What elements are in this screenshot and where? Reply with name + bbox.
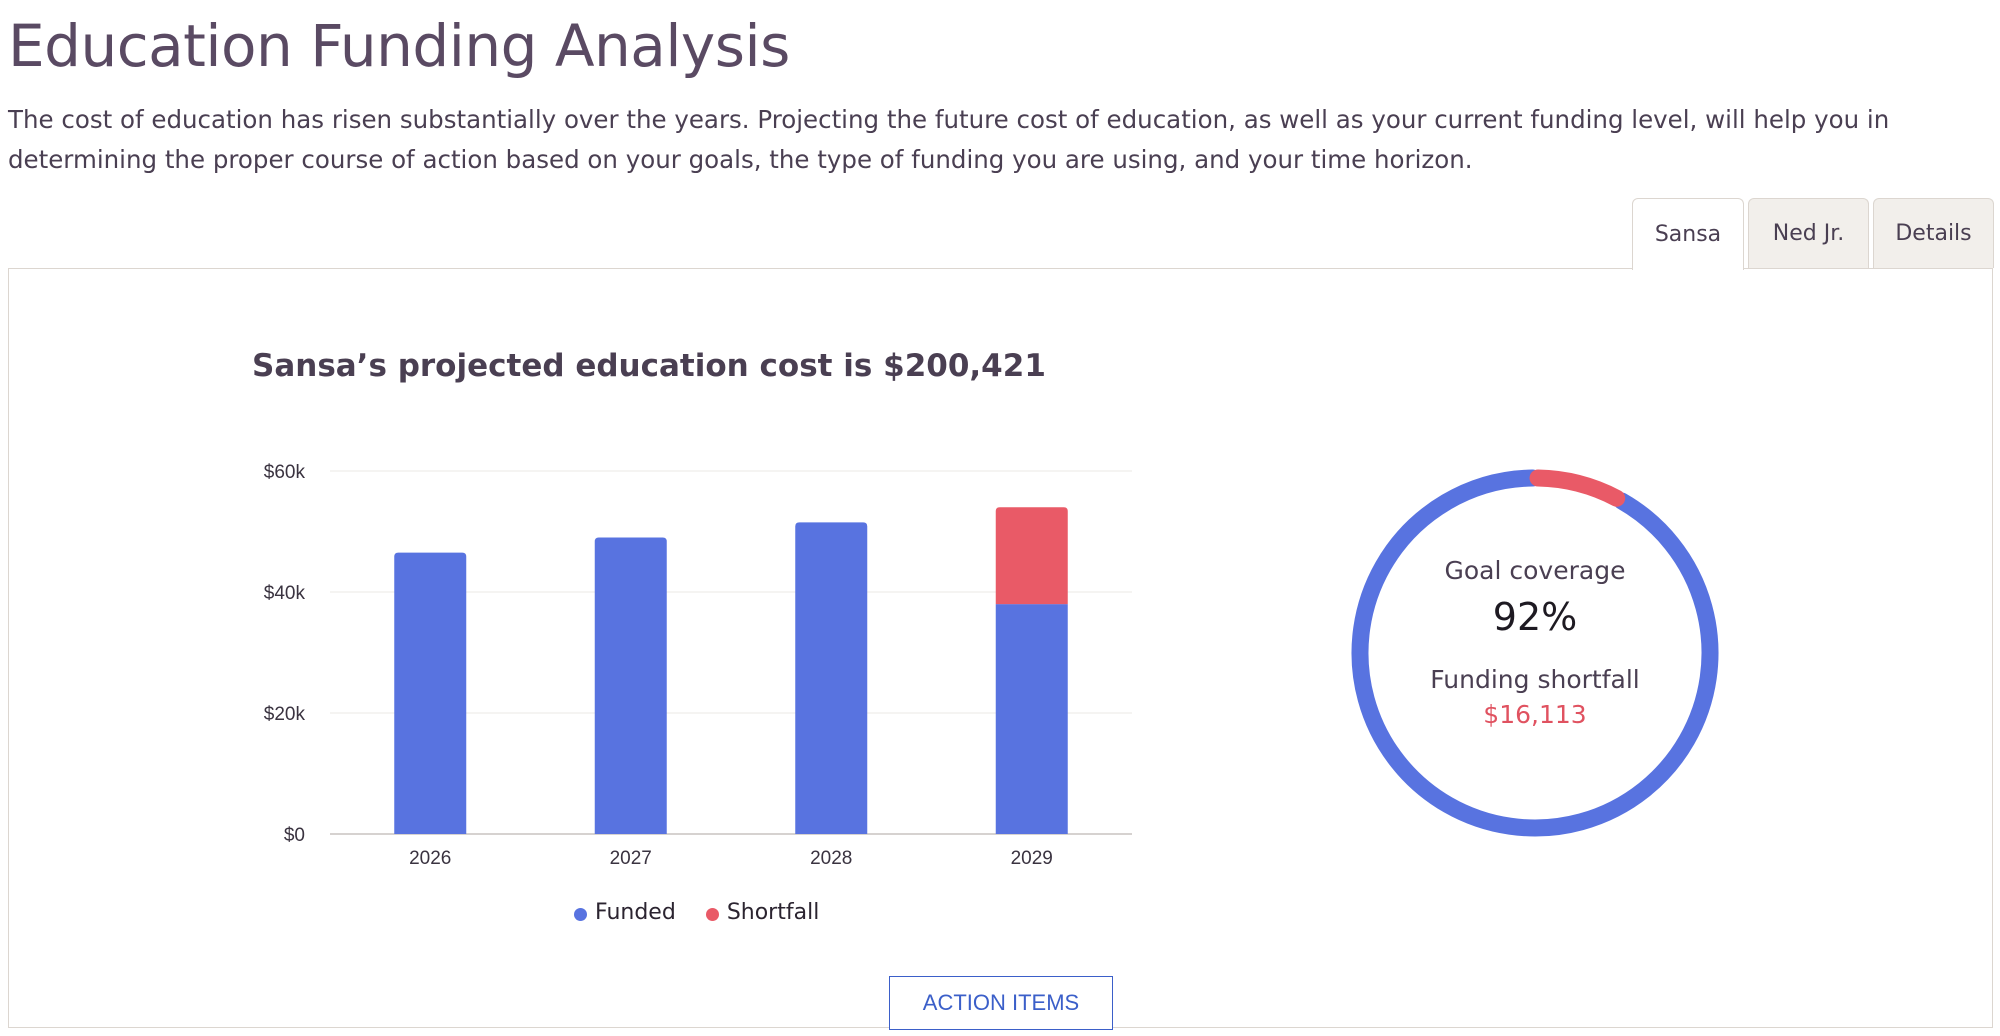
donut-shortfall-arc [1351,469,1719,837]
donut-center: Goal coverage 92% Funding shortfall $16,… [1350,556,1720,729]
action-items-button[interactable]: ACTION ITEMS [889,976,1113,1030]
goal-coverage-label: Goal coverage [1444,556,1626,585]
tab-details[interactable]: Details [1873,198,1994,268]
legend-label-funded: Funded [595,900,676,925]
legend-dot-shortfall [705,908,719,921]
funding-shortfall-label: Funding shortfall [1430,665,1640,694]
goal-coverage-value: 92% [1492,595,1578,639]
legend-item-funded: Funded [574,900,676,925]
legend-label-shortfall: Shortfall [726,900,820,925]
page-title: Education Funding Analysis [8,12,790,80]
legend-dot-funded [574,908,587,921]
tab-ned-jr[interactable]: Ned Jr. [1748,198,1869,268]
chart-heading: Sansa’s projected education cost is $200… [252,348,1046,384]
coverage-donut [1350,468,1720,838]
chart-legend: Funded Shortfall [574,900,819,925]
legend-item-shortfall: Shortfall [705,900,820,925]
tab-sansa[interactable]: Sansa [1632,198,1744,270]
funding-shortfall-value: $16,113 [1483,700,1587,729]
intro-text: The cost of education has risen substant… [8,105,1890,174]
